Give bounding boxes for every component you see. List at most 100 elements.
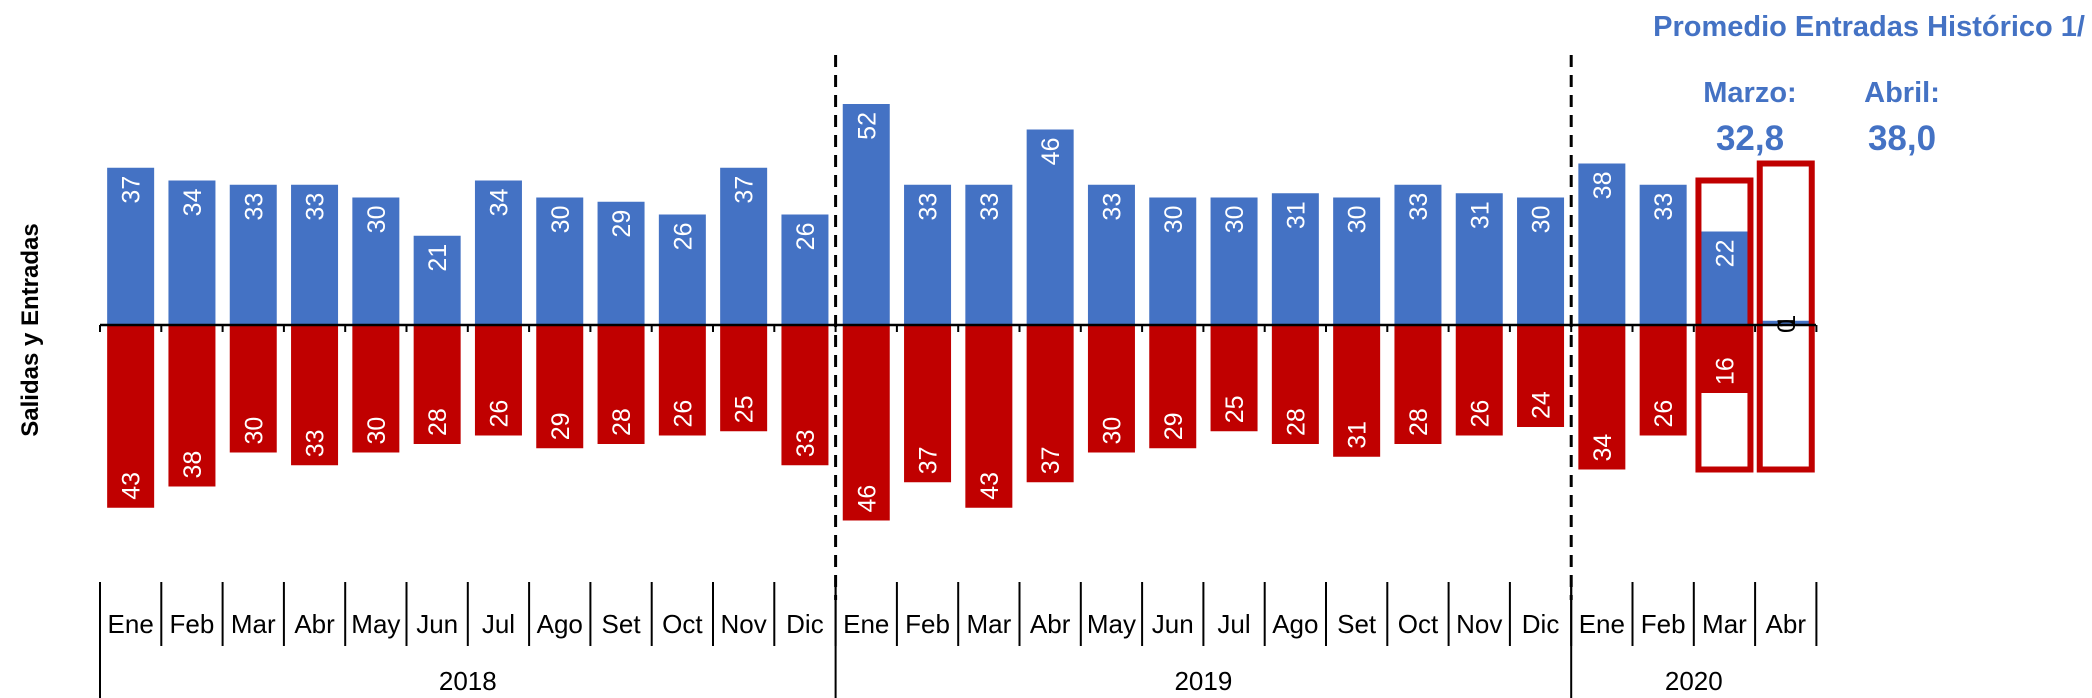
year-label: 2018 (439, 666, 497, 696)
salidas-bar (904, 325, 952, 483)
salidas-value-label: 26 (1466, 400, 1494, 428)
entradas-value-label: 26 (792, 223, 820, 251)
month-label: Abr (1030, 609, 1071, 639)
entradas-bar (107, 167, 155, 325)
salidas-value-label: 38 (179, 451, 207, 479)
entradas-value-label: 30 (547, 206, 575, 234)
salidas-value-label: 33 (792, 429, 820, 457)
entradas-bar (168, 180, 216, 325)
entradas-bar (1026, 129, 1074, 325)
entradas-value-label: 34 (485, 188, 513, 216)
axis-ticks (99, 325, 1818, 332)
salidas-bar (474, 325, 522, 436)
salidas-value-label: 16 (1711, 357, 1739, 385)
month-label: Jun (1152, 609, 1194, 639)
salidas-bar (1578, 325, 1626, 470)
entradas-bar (1271, 193, 1319, 325)
salidas-value-label: 30 (1098, 417, 1126, 445)
month-label: Ene (843, 609, 889, 639)
entradas-value-label: 29 (608, 210, 636, 238)
month-label: Ago (537, 609, 583, 639)
month-label: Nov (1456, 609, 1502, 639)
salidas-bar (1517, 325, 1565, 427)
salidas-bar (597, 325, 645, 444)
salidas-bar (1087, 325, 1135, 453)
year-dividers (834, 55, 1573, 600)
entradas-value-label: 33 (976, 193, 1004, 221)
month-label: Dic (786, 609, 824, 639)
highlight-marzo-label: Marzo: (1703, 77, 1796, 109)
month-label: Jul (482, 609, 515, 639)
month-label: Feb (170, 609, 215, 639)
salidas-value-label: 28 (1405, 408, 1433, 436)
highlight-box (1756, 160, 1815, 473)
month-label: Ago (1272, 609, 1318, 639)
salidas-value-label: 28 (1282, 408, 1310, 436)
entradas-bar (842, 104, 890, 325)
highlight-abril-label: Abril: (1864, 77, 1940, 109)
salidas-value-label: 37 (915, 446, 943, 474)
entradas-bar (1517, 197, 1565, 325)
salidas-bar (1271, 325, 1319, 444)
highlight-title: Promedio Entradas Histórico 1/ (1653, 11, 2085, 43)
salidas-value-label: 46 (853, 485, 881, 513)
month-label: Mar (231, 609, 276, 639)
year-label: 2019 (1174, 666, 1232, 696)
entradas-value-label: 33 (302, 193, 330, 221)
month-label: Ene (108, 609, 154, 639)
month-label: May (351, 609, 400, 639)
entradas-value-label: 33 (240, 193, 268, 221)
salidas-value-label: 29 (1160, 412, 1188, 440)
entradas-bar (1639, 184, 1687, 325)
salidas-bar (842, 325, 890, 521)
entradas-bar (1700, 231, 1748, 325)
highlight-abril-value: 38,0 (1868, 119, 1936, 158)
entradas-value-label: 33 (1650, 193, 1678, 221)
month-label: Abr (294, 609, 335, 639)
entradas-bar (1578, 163, 1626, 325)
entradas-bar (1149, 197, 1197, 325)
salidas-bar (536, 325, 584, 449)
salidas-value-label: 43 (976, 472, 1004, 500)
salidas-bar (1639, 325, 1687, 436)
entradas-bar (413, 235, 461, 325)
salidas-bar (965, 325, 1013, 508)
salidas-bar (1700, 325, 1748, 393)
entradas-value-label: 38 (1589, 172, 1617, 200)
month-label: Jul (1217, 609, 1250, 639)
entradas-value-label: 30 (1528, 206, 1556, 234)
salidas-value-label: 34 (1589, 434, 1617, 462)
salidas-bar (291, 325, 339, 466)
entradas-bar (291, 184, 339, 325)
entradas-value-label: 34 (179, 188, 207, 216)
y-axis-label: Salidas y Entradas (17, 223, 44, 436)
month-label: Feb (905, 609, 950, 639)
entradas-value-label: 52 (853, 112, 881, 140)
entradas-value-label: 31 (1466, 201, 1494, 229)
month-label: Nov (721, 609, 767, 639)
entradas-value-label: 31 (1282, 201, 1310, 229)
month-label: Mar (1702, 609, 1747, 639)
entradas-bar (352, 197, 400, 325)
salidas-value-label: 28 (608, 408, 636, 436)
entradas-bar (1210, 197, 1258, 325)
entradas-bar (658, 214, 706, 325)
salidas-value-label: 30 (363, 417, 391, 445)
salidas-value-label: 26 (669, 400, 697, 428)
salidas-bar (1455, 325, 1503, 436)
entradas-bar (720, 167, 768, 325)
entradas-value-label: 33 (1405, 193, 1433, 221)
salidas-value-label: 31 (1344, 421, 1372, 449)
salidas-value-label: 25 (1221, 395, 1249, 423)
salidas-bar (720, 325, 768, 432)
entradas-value-label: 22 (1711, 240, 1739, 268)
salidas-value-label: 26 (1650, 400, 1678, 428)
salidas-bar (1394, 325, 1442, 444)
entradas-value-label: 30 (1344, 206, 1372, 234)
data-labels: 37 43 34 38 33 30 33 33 30 30 21 28 34 26 30 29 29 28 26 26… (118, 112, 1801, 513)
salidas-bar (1026, 325, 1074, 483)
salidas-value-label: 28 (424, 408, 452, 436)
entradas-bar (597, 201, 645, 325)
entradas-value-label: 26 (669, 223, 697, 251)
salidas-bar (168, 325, 216, 487)
